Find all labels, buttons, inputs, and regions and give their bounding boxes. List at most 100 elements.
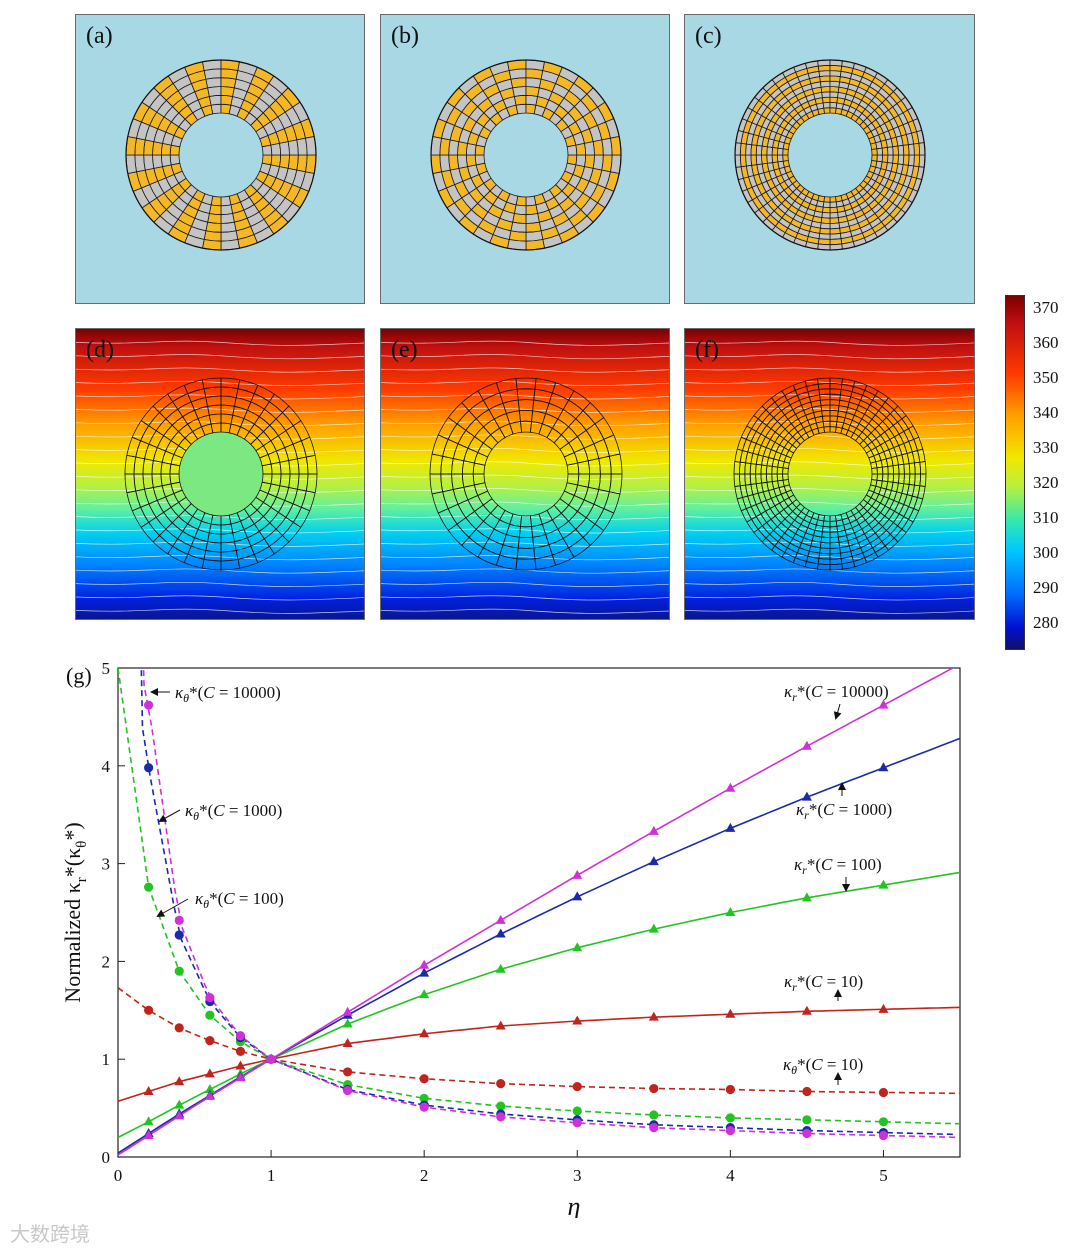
- marker-kr-c100: [342, 1018, 353, 1028]
- marker-kr-c10: [204, 1068, 215, 1078]
- marker-kt-c10: [235, 1046, 246, 1056]
- series-annotation: κr*(C = 10000): [784, 682, 889, 704]
- isotherm: [76, 595, 364, 601]
- annulus-cell: [876, 154, 884, 163]
- marker-kt-c100: [144, 882, 154, 892]
- marker-kr-c1000: [801, 791, 812, 801]
- isotherm: [76, 581, 364, 587]
- annulus-cell: [829, 206, 839, 214]
- annulus-cell: [220, 204, 234, 216]
- marker-kr-c1000: [495, 928, 506, 938]
- marker-kr-c100: [204, 1084, 215, 1094]
- marker-kr-c10: [143, 1085, 154, 1095]
- y-tick-label: 3: [102, 855, 111, 874]
- annulus-cell: [771, 154, 779, 164]
- annulus-cell: [525, 86, 540, 97]
- marker-kr-c100: [648, 923, 659, 933]
- annulus-cell: [829, 80, 841, 88]
- marker-kt-c10000: [802, 1128, 812, 1139]
- annulus-cell: [592, 139, 604, 156]
- annulus-cell-outline: [305, 454, 318, 475]
- annulus-cell: [279, 141, 290, 156]
- annulus-cell: [823, 107, 831, 114]
- isotherm: [685, 488, 974, 494]
- isotherm: [381, 528, 669, 534]
- annotation-arrow: [158, 809, 181, 822]
- colorbar-tick: 320: [1033, 473, 1059, 492]
- marker-kt-c1000: [144, 763, 154, 773]
- isotherm: [685, 595, 974, 601]
- annulus-cell: [892, 154, 899, 165]
- marker-kr-c10: [235, 1060, 246, 1070]
- annulus-outer-boundary: [125, 59, 317, 251]
- isotherm: [685, 447, 974, 453]
- colorbar-tick: 330: [1033, 438, 1059, 457]
- annulus-cell: [152, 154, 163, 169]
- y-tick-label: 2: [102, 952, 111, 971]
- series-annotation: κr*(C = 1000): [796, 800, 892, 822]
- series-line-kt-c100: [118, 668, 960, 1125]
- series-line-kr-c10000: [118, 668, 955, 1156]
- marker-kr-c10: [878, 1003, 889, 1013]
- y-axis-label: Normalized κr*(κθ*): [60, 822, 90, 1002]
- marker-kr-c10000: [143, 1129, 154, 1139]
- background: [685, 15, 974, 303]
- annulus-cell: [207, 86, 222, 97]
- annulus-cell: [169, 154, 181, 166]
- isotherm: [381, 541, 669, 547]
- isotherm: [685, 434, 974, 440]
- marker-kt-c10: [343, 1067, 353, 1077]
- panel-label-d: (d): [86, 337, 114, 363]
- marker-kr-c100: [725, 907, 736, 916]
- isotherm: [381, 407, 669, 413]
- marker-kt-c10000: [649, 1123, 659, 1133]
- annulus-cell: [510, 77, 527, 89]
- marker-kr-c100: [878, 879, 889, 889]
- annulus-cell: [207, 213, 222, 224]
- isotherm: [381, 501, 669, 507]
- annulus-cell: [205, 77, 222, 89]
- annulus-cell: [886, 154, 894, 164]
- annulus-cell: [829, 86, 840, 93]
- isotherm: [685, 501, 974, 507]
- annulus-cell: [143, 154, 155, 171]
- annulus-cell: [776, 154, 784, 163]
- annulus-cell: [881, 154, 889, 164]
- marker-kt-c100: [496, 1101, 506, 1111]
- marker-kr-c1000: [725, 822, 736, 832]
- annulus-cell: [897, 154, 905, 166]
- marker-kr-c100: [801, 892, 812, 902]
- y-tick-label: 0: [102, 1148, 111, 1167]
- y-tick-label: 4: [102, 757, 111, 776]
- isotherm: [381, 367, 669, 373]
- series-annotation: κθ*(C = 1000): [185, 801, 282, 823]
- annulus-cell: [210, 103, 222, 115]
- panel-label-e: (e): [391, 337, 418, 363]
- marker-kt-c10: [649, 1083, 659, 1094]
- marker-kr-c10000: [235, 1072, 246, 1082]
- marker-kr-c1000: [419, 967, 430, 977]
- annulus-cell: [761, 154, 768, 165]
- annulus-cell: [220, 195, 232, 207]
- x-axis-label: η: [568, 1192, 581, 1218]
- marker-kr-c1000: [572, 891, 583, 901]
- annulus-cell: [822, 201, 831, 209]
- marker-kr-c10000: [419, 959, 430, 969]
- isotherm: [381, 488, 669, 494]
- marker-kt-c10: [496, 1079, 506, 1089]
- marker-kr-c10000: [572, 869, 583, 879]
- marker-kt-c10000: [572, 1118, 582, 1128]
- annulus-cell: [755, 144, 763, 156]
- y-tick-label: 5: [102, 659, 111, 678]
- marker-kr-c10: [495, 1020, 506, 1030]
- temperature-colorbar: [1005, 295, 1025, 650]
- isotherm: [381, 447, 669, 453]
- annulus-cell: [819, 222, 831, 230]
- annulus-cell: [525, 195, 537, 207]
- marker-kt-c10000: [266, 1054, 276, 1064]
- annulus-cell: [457, 154, 468, 169]
- marker-kt-c10000: [144, 700, 154, 710]
- annulus-cell: [829, 201, 838, 209]
- marker-kr-c10000: [801, 740, 812, 750]
- annulus-cell: [465, 154, 477, 168]
